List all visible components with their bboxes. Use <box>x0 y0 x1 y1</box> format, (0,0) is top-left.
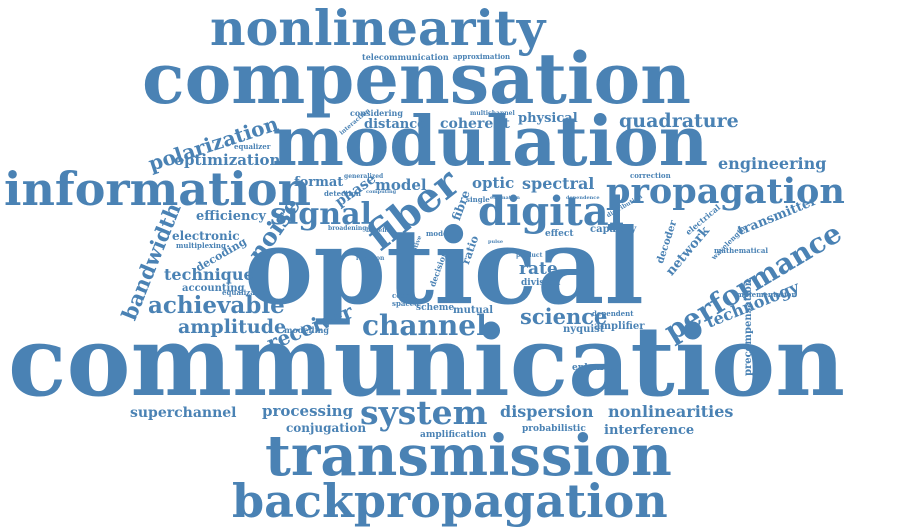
word-transmission: transmission <box>265 423 672 489</box>
word-compensation: compensation <box>142 37 692 120</box>
word-amplifier: amplifier <box>594 321 645 332</box>
word-enhanced: enhanced <box>572 363 621 373</box>
word-amplitude: amplitude <box>178 316 287 338</box>
word-modulation: modulation <box>272 102 709 182</box>
word-engineering: engineering <box>718 154 827 173</box>
word-mutual: mutual <box>453 305 494 316</box>
word-scheme: scheme <box>416 303 455 313</box>
word-interference: interference <box>604 423 695 438</box>
word-backpropagation: backpropagation <box>232 474 668 528</box>
word-rate: rate <box>519 259 558 279</box>
word-optical: optical <box>244 205 644 328</box>
word-broadening: broadening <box>328 225 367 232</box>
word-modelling: modelling <box>284 325 330 335</box>
word-detection: detection <box>324 189 361 198</box>
word-nonlinearities: nonlinearities <box>608 402 734 421</box>
word-system: system <box>360 393 488 432</box>
word-pulse: pulse <box>488 239 504 245</box>
word-spaced: spaced <box>392 299 419 308</box>
word-capacity: capacity <box>590 224 637 235</box>
word-communication: communication <box>8 305 845 418</box>
word-computing: computing <box>366 189 397 195</box>
word-function: function <box>356 255 385 262</box>
word-optimization: optimization <box>174 151 281 169</box>
word-achievable: achievable <box>148 292 285 319</box>
word-accounting: accounting <box>182 283 245 294</box>
word-equalizer: equalizer <box>234 142 271 151</box>
word-electronic: electronic <box>172 229 240 243</box>
word-processing: processing <box>262 402 354 420</box>
word-dispersion: dispersion <box>500 402 594 421</box>
word-effect: effect <box>545 229 574 239</box>
word-superchannel: superchannel <box>130 405 237 421</box>
word-signal: signal <box>270 197 372 232</box>
word-mode: mode <box>426 229 448 238</box>
word-nonlinearity: nonlinearity <box>210 0 546 57</box>
word-approximation: approximation <box>453 52 511 61</box>
word-mathematical: mathematical <box>714 246 769 255</box>
word-probabilistic: probabilistic <box>522 424 586 434</box>
word-generalized: generalized <box>344 173 384 180</box>
word-digital: digital <box>478 188 624 235</box>
word-science: science <box>520 304 608 329</box>
word-coherent: coherent <box>440 116 510 132</box>
word-efficiency: efficiency <box>196 209 266 224</box>
word-propagation: propagation <box>606 171 845 212</box>
word-dependent: dependent <box>592 309 634 318</box>
word-estimation: estimation <box>490 195 520 201</box>
word-implementation: implementation <box>734 290 797 299</box>
word-conjugation: conjugation <box>286 421 367 435</box>
word-information: information <box>4 162 311 216</box>
word-product: product <box>516 252 543 259</box>
word-format: format <box>294 175 344 190</box>
word-benefit: benefit <box>366 227 390 234</box>
word-coded: coded <box>392 291 416 300</box>
word-spectral: spectral <box>522 174 595 193</box>
word-wavelength: wavelength <box>709 223 748 262</box>
word-nyquist: nyquist <box>563 324 605 335</box>
word-multiplexing: multiplexing <box>176 241 226 250</box>
word-optic: optic <box>472 174 515 192</box>
word-technique: technique <box>164 265 254 284</box>
word-distance: distance <box>364 117 426 132</box>
word-amplification: amplification <box>420 430 487 440</box>
word-multichannel: multichannel <box>470 110 515 117</box>
word-division: division <box>521 278 561 288</box>
word-dependence: dependence <box>566 195 600 201</box>
word-quadrature: quadrature <box>619 110 739 132</box>
word-correction: correction <box>630 171 671 180</box>
word-physical: physical <box>518 111 578 126</box>
word-single: single <box>466 195 490 204</box>
word-channel: channel <box>362 309 487 342</box>
word-considering: considering <box>350 108 403 118</box>
word-telecommunication: telecommunication <box>362 52 449 62</box>
word-equalization: equalization <box>222 288 271 297</box>
word-model: model <box>375 176 427 194</box>
